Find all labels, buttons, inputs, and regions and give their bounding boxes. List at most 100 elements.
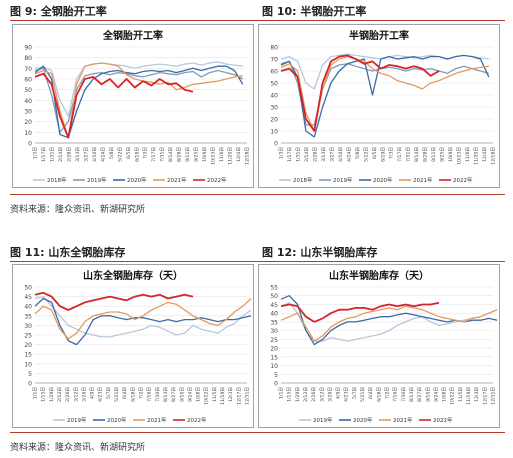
x-tick-label: 7/31日: [406, 147, 412, 162]
x-tick-label: 12/31日: [491, 387, 497, 405]
x-tick-label: 2/28日: [312, 147, 318, 162]
x-tick-label: 5/8日: [355, 147, 361, 159]
y-tick-label: 50: [270, 81, 278, 88]
series-line-2022: [34, 291, 194, 311]
x-tick-label: 2/26日: [311, 387, 317, 402]
x-tick-label: 4/10日: [92, 147, 98, 162]
x-tick-label: 9/10日: [179, 387, 185, 402]
x-tick-label: 2/28日: [66, 147, 72, 162]
y-tick-label: 90: [24, 45, 32, 52]
y-tick-label: 30: [24, 323, 32, 330]
series-line-2019: [34, 67, 244, 133]
x-tick-label: 9/11日: [185, 147, 191, 162]
x-tick-label: 10/9日: [448, 147, 454, 162]
y-tick-label: 35: [24, 313, 32, 320]
y-tick-label: 30: [270, 105, 278, 112]
y-tick-label: 80: [270, 45, 278, 52]
x-tick-label: 12/3日: [228, 387, 234, 402]
x-tick-label: 12/4日: [236, 147, 242, 162]
legend-label: 2020年: [373, 176, 393, 184]
x-tick-label: 3/13日: [321, 147, 327, 162]
figure-9-caption: 图 9: 全钢胎开工率: [10, 3, 107, 19]
y-tick-label: 25: [270, 337, 278, 344]
series-line-2019: [34, 295, 252, 338]
x-tick-label: 8/14日: [414, 147, 420, 162]
x-tick-label: 11/19日: [220, 387, 226, 405]
header-rule-bottom: [10, 261, 505, 262]
chart-panel-fig11: 山东全钢胎库存（天） 0 5 10 15 20 25 30 35 40 45 50 1/1日 1/15日 1…: [12, 264, 254, 428]
x-tick-label: 3/27日: [329, 147, 335, 162]
x-tick-label: 6/18日: [376, 387, 382, 402]
series-line-2022: [280, 301, 440, 323]
y-tick-label: 10: [270, 363, 278, 370]
x-tick-label: 10/23日: [211, 147, 217, 165]
x-tick-label: 9/11日: [431, 147, 437, 162]
chart-title: 半钢胎开工率: [349, 29, 409, 42]
x-tick-label: 3/26日: [81, 387, 87, 402]
x-tick-label: 9/10日: [425, 387, 431, 402]
x-tick-label: 6/18日: [130, 387, 136, 402]
x-tick-label: 7/17日: [397, 147, 403, 162]
x-tick-label: 7/30日: [155, 387, 161, 402]
legend-label: 2019年: [67, 416, 87, 424]
x-tick-label: 7/3日: [143, 147, 149, 159]
source-rule-top: [10, 194, 505, 195]
figure-10-caption: 图 10: 半钢胎开工率: [262, 3, 366, 19]
legend-label: 2019年: [313, 416, 333, 424]
figure-12-title: 山东半钢胎库存: [300, 246, 378, 259]
series-line-2018: [34, 61, 243, 117]
x-tick-label: 11/20日: [228, 147, 234, 165]
y-tick-label: 40: [270, 93, 278, 100]
source-text-top: 资料来源：隆众资讯、新湖研究所: [10, 205, 146, 215]
x-tick-label: 6/4日: [122, 387, 128, 399]
y-tick-label: 50: [24, 87, 32, 94]
x-tick-label: 12/3日: [474, 387, 480, 402]
chart-panel-fig12: 山东半钢胎库存（天） 0 5 10 15 20 25 30 35 40 45 50 55 1/1日 1/15…: [258, 264, 500, 428]
series-line-2018: [280, 53, 489, 90]
x-tick-label: 1/29日: [49, 387, 55, 402]
x-tick-label: 7/30日: [401, 387, 407, 402]
x-tick-label: 4/23日: [344, 387, 350, 402]
y-tick-label: 60: [270, 69, 278, 76]
x-tick-label: 11/5日: [458, 387, 464, 402]
x-tick-label: 5/22日: [117, 147, 123, 162]
x-tick-label: 12/17日: [236, 387, 242, 405]
x-tick-label: 3/26日: [327, 387, 333, 402]
x-tick-label: 6/5日: [126, 147, 132, 159]
x-tick-label: 4/10日: [338, 147, 344, 162]
x-tick-label: 6/5日: [372, 147, 378, 159]
x-tick-label: 1/15日: [287, 387, 293, 402]
series-line-2021: [280, 305, 498, 342]
y-tick-label: 5: [274, 372, 278, 379]
x-tick-label: 7/3日: [389, 147, 395, 159]
series-line-2022: [34, 72, 194, 139]
x-tick-label: 6/19日: [380, 147, 386, 162]
x-tick-label: 12/18日: [491, 147, 497, 165]
y-tick-label: 0: [28, 381, 32, 388]
x-tick-label: 1/17日: [287, 147, 293, 162]
legend-label: 2022年: [433, 416, 453, 424]
y-tick-label: 20: [24, 119, 32, 126]
x-tick-label: 1/3日: [279, 147, 285, 159]
x-tick-label: 5/7日: [352, 387, 358, 399]
x-tick-label: 2/12日: [57, 387, 63, 402]
x-tick-label: 10/22日: [450, 387, 456, 405]
chart-title: 全钢胎开工率: [102, 29, 163, 42]
y-tick-label: 55: [270, 285, 278, 292]
figure-12-label: 图 12:: [262, 246, 297, 259]
x-tick-label: 10/22日: [204, 387, 210, 405]
y-tick-label: 45: [24, 294, 32, 301]
x-tick-label: 11/19日: [466, 387, 472, 405]
x-tick-label: 5/21日: [114, 387, 120, 402]
y-tick-label: 10: [270, 129, 278, 136]
x-tick-label: 9/24日: [433, 387, 439, 402]
x-tick-label: 8/27日: [417, 387, 423, 402]
y-tick-label: 0: [274, 141, 278, 148]
legend-label: 2022年: [187, 416, 207, 424]
y-tick-label: 30: [24, 109, 32, 116]
y-tick-label: 15: [270, 354, 278, 361]
x-tick-label: 9/24日: [187, 387, 193, 402]
x-tick-label: 8/14日: [168, 147, 174, 162]
